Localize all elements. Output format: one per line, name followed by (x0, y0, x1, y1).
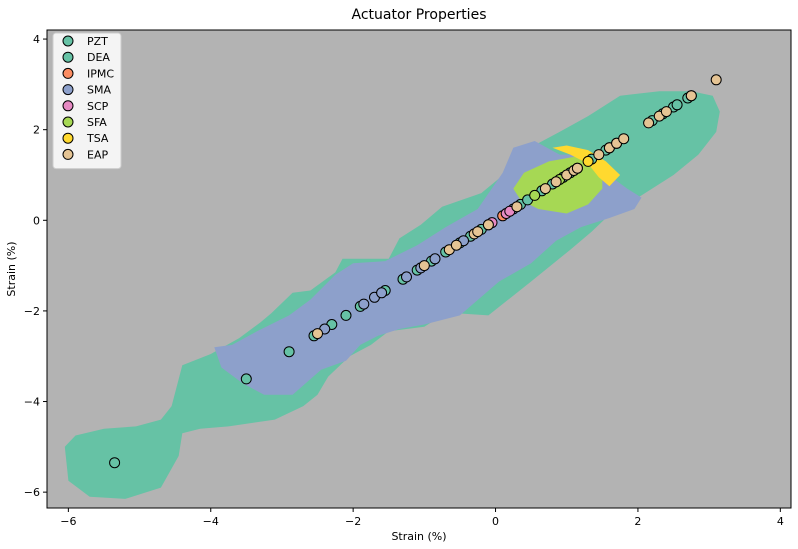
point-eap (618, 133, 630, 145)
region-tsa (552, 145, 621, 187)
legend-marker-eap (62, 148, 74, 160)
legend-label-ipmc: IPMC (87, 67, 114, 80)
point-pzt (240, 373, 252, 385)
point-eap (312, 328, 323, 340)
point-pzt (109, 457, 121, 469)
legend-marker-sfa (62, 116, 74, 128)
point-eap (593, 149, 605, 161)
point-eap (571, 162, 583, 174)
point-sma (376, 287, 388, 299)
legend-label-eap: EAP (87, 148, 108, 161)
legend-label-pzt: PZT (87, 35, 108, 48)
point-sma (401, 271, 412, 283)
legend-marker-ipmc (62, 67, 74, 79)
legend-label-scp: SCP (87, 100, 109, 113)
legend-marker-sma (62, 84, 74, 96)
x-tick-label: 2 (634, 515, 641, 528)
legend-label-dea: DEA (87, 51, 110, 64)
chart-title: Actuator Properties (352, 7, 487, 23)
x-tick-label: 4 (777, 515, 784, 528)
legend-label-sfa: SFA (87, 116, 107, 129)
point-eap (472, 226, 484, 238)
legend-label-sma: SMA (87, 84, 111, 97)
point-pzt (283, 346, 295, 358)
point-dea (671, 99, 683, 111)
legend-label-tsa: TSA (86, 132, 109, 145)
y-tick-label: −4 (24, 396, 40, 409)
point-eap (710, 74, 722, 86)
y-tick-label: −2 (24, 305, 40, 318)
x-tick-label: 0 (492, 515, 499, 528)
point-eap (539, 183, 551, 195)
legend-marker-scp (62, 100, 74, 112)
y-axis-label: Strain (%) (5, 241, 18, 296)
point-eap (550, 176, 562, 188)
legend-marker-tsa (62, 132, 74, 144)
point-eap (660, 106, 672, 118)
point-eap (482, 219, 494, 231)
point-sma (429, 253, 441, 265)
point-sfa (529, 189, 541, 201)
point-eap (685, 90, 697, 102)
point-eap (418, 260, 430, 272)
y-axis-ticks: −6 −4 −2 0 2 4 (24, 33, 47, 499)
x-tick-label: −4 (203, 515, 219, 528)
legend-marker-dea (62, 51, 74, 63)
point-tsa (582, 155, 594, 167)
point-eap (450, 239, 462, 251)
x-axis-ticks: −6 −4 −2 0 2 4 (60, 508, 784, 528)
point-pzt (340, 309, 352, 321)
y-tick-label: −6 (24, 486, 40, 499)
x-axis-label: Strain (%) (391, 530, 446, 543)
point-eap (511, 201, 523, 213)
x-tick-label: −6 (60, 515, 76, 528)
legend: PZT DEA IPMC SMA SCP SFA TSA EAP (52, 32, 122, 170)
y-tick-label: 2 (33, 124, 40, 137)
y-tick-label: 4 (33, 33, 40, 46)
data-points (109, 74, 722, 469)
x-tick-label: −2 (345, 515, 361, 528)
point-sma (358, 298, 370, 310)
plot-frame (46, 29, 792, 509)
legend-marker-pzt (62, 35, 74, 47)
point-eap (643, 117, 655, 129)
y-tick-label: 0 (33, 214, 40, 227)
